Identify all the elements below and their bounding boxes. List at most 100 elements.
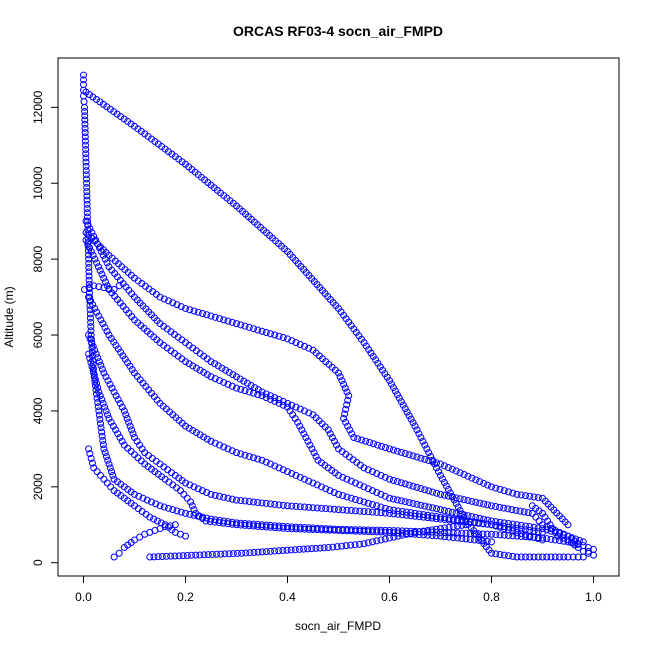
data-point <box>284 399 291 407</box>
data-point <box>122 411 130 419</box>
data-point <box>101 449 109 457</box>
data-point <box>381 535 389 543</box>
series-3 <box>82 236 587 546</box>
data-point <box>262 394 270 402</box>
data-point <box>98 428 106 436</box>
data-point <box>94 354 102 362</box>
data-point <box>393 478 401 486</box>
data-point <box>456 469 464 477</box>
data-point <box>460 496 468 504</box>
data-point <box>381 526 389 534</box>
data-point <box>91 255 99 263</box>
data-point <box>101 278 109 286</box>
data-point <box>543 553 551 561</box>
data-point <box>82 154 90 162</box>
data-point <box>475 519 483 527</box>
data-point <box>81 285 89 293</box>
data-point <box>393 496 401 504</box>
data-point <box>526 492 534 500</box>
data-point <box>496 522 504 530</box>
data-point <box>237 519 245 527</box>
data-point <box>480 515 488 523</box>
data-point <box>295 545 303 553</box>
data-point <box>488 483 495 491</box>
data-point <box>82 88 90 96</box>
data-point <box>335 369 342 377</box>
data-point <box>241 521 249 529</box>
data-point <box>203 311 211 319</box>
data-point <box>98 432 106 440</box>
data-point <box>291 546 299 554</box>
data-point <box>114 396 122 404</box>
data-point <box>95 411 103 419</box>
data-point <box>88 363 96 371</box>
data-point <box>262 521 270 529</box>
data-point <box>112 392 120 400</box>
data-point <box>433 459 441 467</box>
data-point <box>108 468 116 476</box>
data-point <box>190 483 198 491</box>
data-point <box>188 551 196 559</box>
data-point <box>456 495 464 503</box>
data-point <box>93 380 101 388</box>
data-point <box>417 433 425 441</box>
data-point <box>326 505 334 513</box>
data-point <box>271 522 279 530</box>
data-point <box>254 548 262 556</box>
data-point <box>381 509 389 517</box>
data-point <box>85 264 93 272</box>
data-point <box>462 521 470 529</box>
data-point <box>228 382 236 390</box>
data-point <box>409 499 417 507</box>
data-point <box>343 475 351 483</box>
data-point <box>262 523 270 531</box>
data-point <box>243 379 251 387</box>
data-point <box>513 490 521 498</box>
data-point <box>233 373 240 381</box>
data-point <box>123 415 131 423</box>
data-point <box>488 521 495 529</box>
data-point <box>547 535 555 543</box>
data-point <box>429 458 437 466</box>
data-point <box>517 525 525 533</box>
data-point <box>421 441 429 449</box>
data-point <box>113 110 121 118</box>
data-point <box>186 306 194 314</box>
data-point <box>92 350 100 358</box>
data-point <box>393 391 401 399</box>
data-point <box>330 489 338 497</box>
data-point <box>275 501 283 509</box>
data-point <box>381 528 389 536</box>
series-11 <box>81 282 123 293</box>
data-point <box>305 477 313 485</box>
data-point <box>267 523 274 531</box>
data-point <box>199 310 206 318</box>
data-point <box>106 380 114 388</box>
data-point <box>301 503 308 511</box>
data-point <box>182 532 189 540</box>
data-point <box>245 452 253 460</box>
data-point <box>313 526 321 534</box>
data-point <box>215 519 223 527</box>
data-point <box>479 537 487 545</box>
data-point <box>99 441 107 449</box>
data-point <box>224 317 232 325</box>
data-point <box>301 475 308 483</box>
data-point <box>386 475 393 483</box>
data-point <box>207 490 215 498</box>
data-point <box>460 471 468 479</box>
x-tick-label: 0.2 <box>177 590 194 604</box>
data-point <box>218 364 226 372</box>
data-point <box>407 415 415 423</box>
data-point <box>517 491 525 499</box>
data-point <box>390 510 398 518</box>
data-point <box>345 392 353 400</box>
data-point <box>520 508 528 516</box>
y-tick-label: 8000 <box>31 245 45 272</box>
data-point <box>513 525 521 533</box>
data-point <box>364 499 372 507</box>
data-point <box>476 514 484 522</box>
data-point <box>347 477 355 485</box>
data-point <box>339 492 347 500</box>
data-point <box>200 433 208 441</box>
